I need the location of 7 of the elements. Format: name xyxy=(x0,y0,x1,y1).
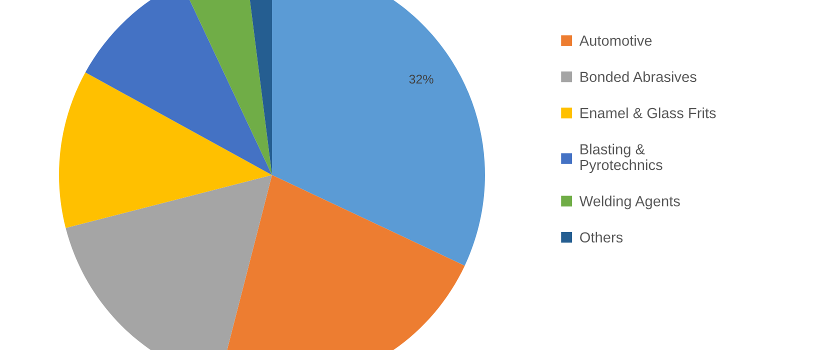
legend-label: Automotive xyxy=(579,35,652,46)
legend-label: Welding Agents xyxy=(579,196,680,210)
data-label: 32% xyxy=(409,74,434,84)
legend-label: Bonded Abrasives xyxy=(580,71,696,82)
legend-label: Blasting & Pyrotechnics xyxy=(580,144,662,174)
legend-label: Enamel & Glass Frits xyxy=(580,108,716,118)
legend-label: Others xyxy=(580,232,623,243)
